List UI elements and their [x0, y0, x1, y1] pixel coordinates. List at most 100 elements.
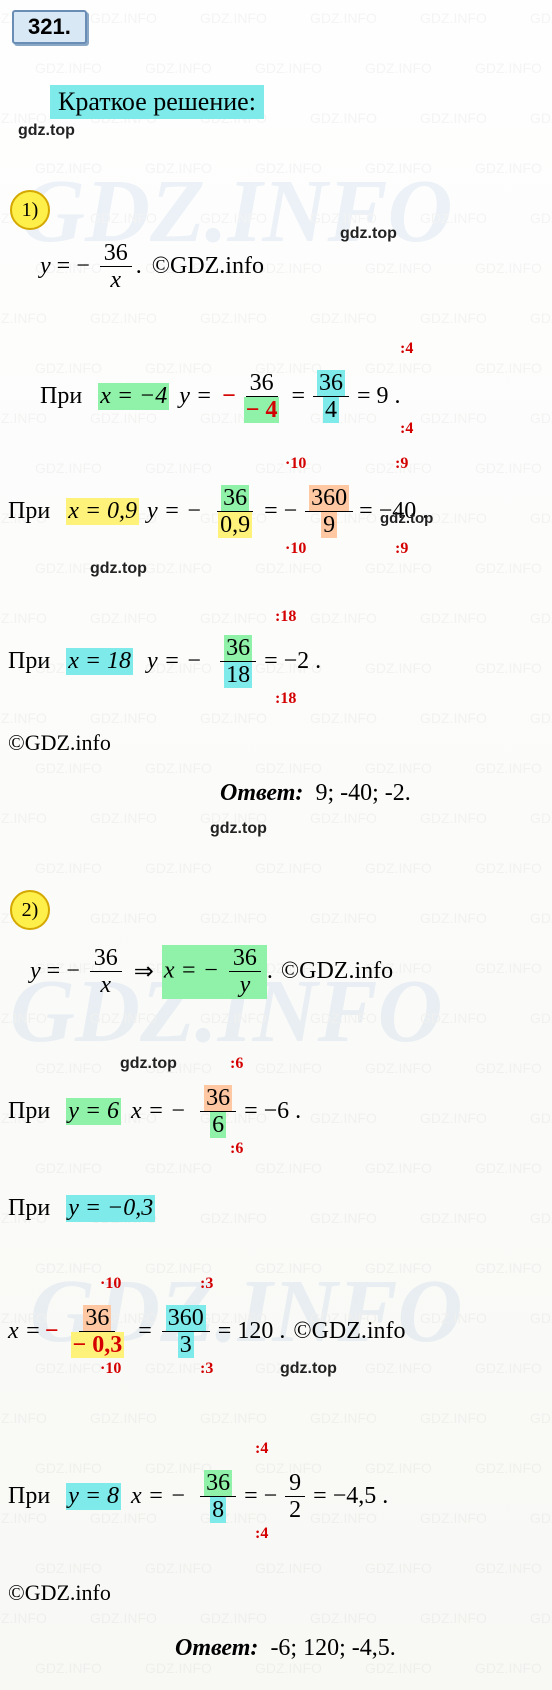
page-root: GDZ.INFO GDZ.INFO GDZ.INFO GDZ.INFO GDZ.I… [0, 0, 552, 1690]
watermark-small: GDZ.INFO [530, 1610, 552, 1626]
watermark-small: GDZ.INFO [0, 610, 47, 626]
watermark-small: GDZ.INFO [145, 60, 212, 76]
frac-num: 36 [204, 1470, 232, 1496]
arrow: ⇒ [134, 957, 154, 986]
watermark-small: GDZ.INFO [200, 1210, 267, 1226]
x-val: x = 0,9 [66, 498, 139, 525]
watermark-small: GDZ.INFO [310, 1410, 377, 1426]
watermark-small: GDZ.INFO [530, 1110, 552, 1126]
case-line: При x = −4 y = − 36 − 4 = 36 4 = 9 . [40, 370, 401, 424]
watermark-small: GDZ.INFO [255, 160, 322, 176]
fraction: 36 x [90, 945, 122, 999]
watermark-small: GDZ.INFO [420, 1310, 487, 1326]
watermark-small: GDZ.INFO [475, 1560, 542, 1576]
fraction: 36 y [229, 945, 261, 999]
result: = 9 . [357, 383, 401, 410]
watermark-small: GDZ.INFO [90, 1610, 157, 1626]
op-label: :4 [255, 1440, 268, 1458]
watermark-small: GDZ.INFO [200, 210, 267, 226]
watermark-small: GDZ.INFO [200, 310, 267, 326]
watermark-small: GDZ.INFO [310, 1610, 377, 1626]
watermark-small: GDZ.INFO [200, 10, 267, 26]
watermark-small: GDZ.INFO [35, 160, 102, 176]
eq: = − [264, 498, 297, 525]
watermark-small: GDZ.INFO [90, 810, 157, 826]
fraction: 9 2 [285, 1470, 305, 1524]
fraction: 36 6 [200, 1085, 236, 1139]
op-label: ·10 [285, 455, 306, 473]
frac-den: x [106, 267, 125, 293]
watermark-small: GDZ.INFO [90, 710, 157, 726]
gdz-top-label: gdz.top [380, 510, 433, 527]
watermark-small: GDZ.INFO [530, 1510, 552, 1526]
fraction: 36 x [100, 240, 132, 294]
watermark-small: GDZ.INFO [365, 1560, 432, 1576]
frac-den: y [236, 972, 255, 998]
copyright-inline: ©GDZ.info [152, 253, 264, 280]
frac-num: 36 [221, 485, 249, 511]
op-label: ·10 [285, 540, 306, 558]
watermark-small: GDZ.INFO [255, 760, 322, 776]
watermark-small: GDZ.INFO [90, 210, 157, 226]
frac-den: 18 [224, 662, 252, 688]
at-label: При [8, 1483, 50, 1510]
frac-den: x [96, 972, 115, 998]
x-eq: x = − [131, 1098, 186, 1125]
formula-part2: y = − 36 x ⇒ x = − 36 y . ©GDZ.info [30, 945, 393, 999]
case-line: При x = 18 y = − 36 18 = −2 . [8, 635, 321, 689]
watermark-small: GDZ.INFO [365, 1060, 432, 1076]
watermark-small: GDZ.INFO [365, 1260, 432, 1276]
watermark-small: GDZ.INFO [255, 1260, 322, 1276]
y-val: y = 6 [66, 1098, 121, 1125]
result: = −6 . [244, 1098, 301, 1125]
x-eq: x = [8, 1318, 41, 1345]
op-label: :18 [275, 608, 296, 626]
watermark-small: GDZ.INFO [365, 560, 432, 576]
watermark-small: GDZ.INFO [365, 60, 432, 76]
watermark-small: GDZ.INFO [310, 1210, 377, 1226]
gdz-top-label: gdz.top [210, 820, 267, 838]
gdz-top-label: gdz.top [18, 122, 75, 140]
frac-den: − 0,3 [71, 1332, 125, 1358]
watermark-small: GDZ.INFO [145, 560, 212, 576]
watermark-small: GDZ.INFO [255, 1560, 322, 1576]
watermark-small: GDZ.INFO [420, 310, 487, 326]
frac-num: 36 [83, 1305, 111, 1331]
fraction: 36 0,9 [214, 485, 256, 539]
watermark-small: GDZ.INFO [35, 1560, 102, 1576]
y-eq: y = − [147, 648, 202, 675]
watermark-small: GDZ.INFO [475, 360, 542, 376]
watermark-small: GDZ.INFO [420, 610, 487, 626]
watermark-small: GDZ.INFO [475, 760, 542, 776]
item-badge-2: 2) [10, 890, 50, 930]
watermark-small: GDZ.INFO [90, 310, 157, 326]
watermark-small: GDZ.INFO [475, 460, 542, 476]
watermark-small: GDZ.INFO [475, 1360, 542, 1376]
watermark-small: GDZ.INFO [530, 1210, 552, 1226]
watermark-small: GDZ.INFO [0, 710, 47, 726]
watermark-small: GDZ.INFO [365, 1160, 432, 1176]
copyright-inline: ©GDZ.info [293, 1318, 405, 1345]
badge-label: 1) [22, 199, 39, 222]
watermark-small: GDZ.INFO [0, 310, 47, 326]
watermark-small: GDZ.INFO [420, 1610, 487, 1626]
watermark-small: GDZ.INFO [530, 710, 552, 726]
frac-num: 360 [166, 1305, 206, 1331]
eq-sign: = − [57, 253, 90, 280]
watermark-small: GDZ.INFO [420, 710, 487, 726]
watermark-small: GDZ.INFO [90, 1410, 157, 1426]
y-val: y = −0,3 [66, 1195, 155, 1222]
answer-label: Ответ: [220, 780, 303, 806]
watermark-small: GDZ.INFO [200, 1410, 267, 1426]
at-label: При [8, 1195, 50, 1222]
watermark-small: GDZ.INFO [475, 260, 542, 276]
answer-vals: -6; 120; -4,5. [270, 1635, 395, 1661]
watermark-small: GDZ.INFO [530, 1010, 552, 1026]
watermark-small: GDZ.INFO [0, 1610, 47, 1626]
watermark-small: GDZ.INFO [310, 110, 377, 126]
frac-den: 0,9 [218, 512, 252, 538]
fraction: 360 3 [162, 1305, 210, 1359]
case-line: x = − 36 − 0,3 = 360 3 = 120 . ©GDZ.info [8, 1305, 406, 1359]
watermark-small: GDZ.INFO [420, 1210, 487, 1226]
watermark-small: GDZ.INFO [420, 10, 487, 26]
